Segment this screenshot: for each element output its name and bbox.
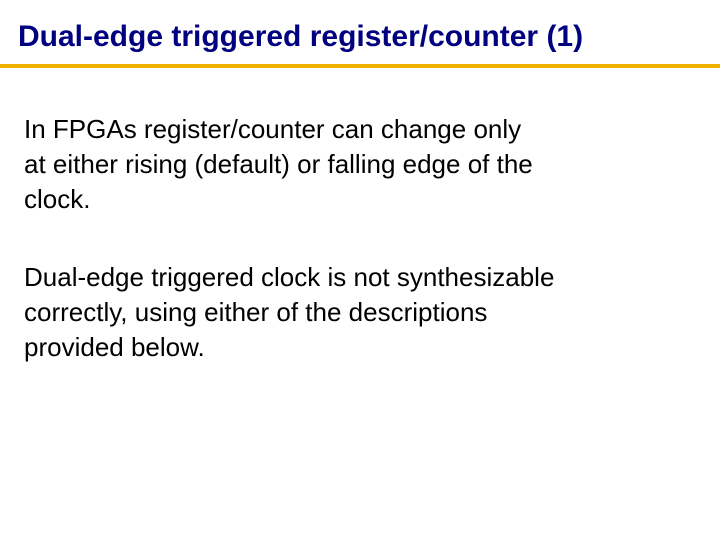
slide: Dual-edge triggered register/counter (1)…	[0, 0, 720, 540]
body-line: In FPGAs register/counter can change onl…	[24, 112, 684, 147]
slide-title: Dual-edge triggered register/counter (1)	[18, 20, 583, 54]
body-line: clock.	[24, 182, 684, 217]
title-underline	[0, 64, 720, 68]
body-line: Dual-edge triggered clock is not synthes…	[24, 260, 684, 295]
body-line: at either rising (default) or falling ed…	[24, 147, 684, 182]
body-line: correctly, using either of the descripti…	[24, 295, 684, 330]
body-line: provided below.	[24, 330, 684, 365]
body-paragraph-2: Dual-edge triggered clock is not synthes…	[24, 260, 684, 365]
body-paragraph-1: In FPGAs register/counter can change onl…	[24, 112, 684, 217]
